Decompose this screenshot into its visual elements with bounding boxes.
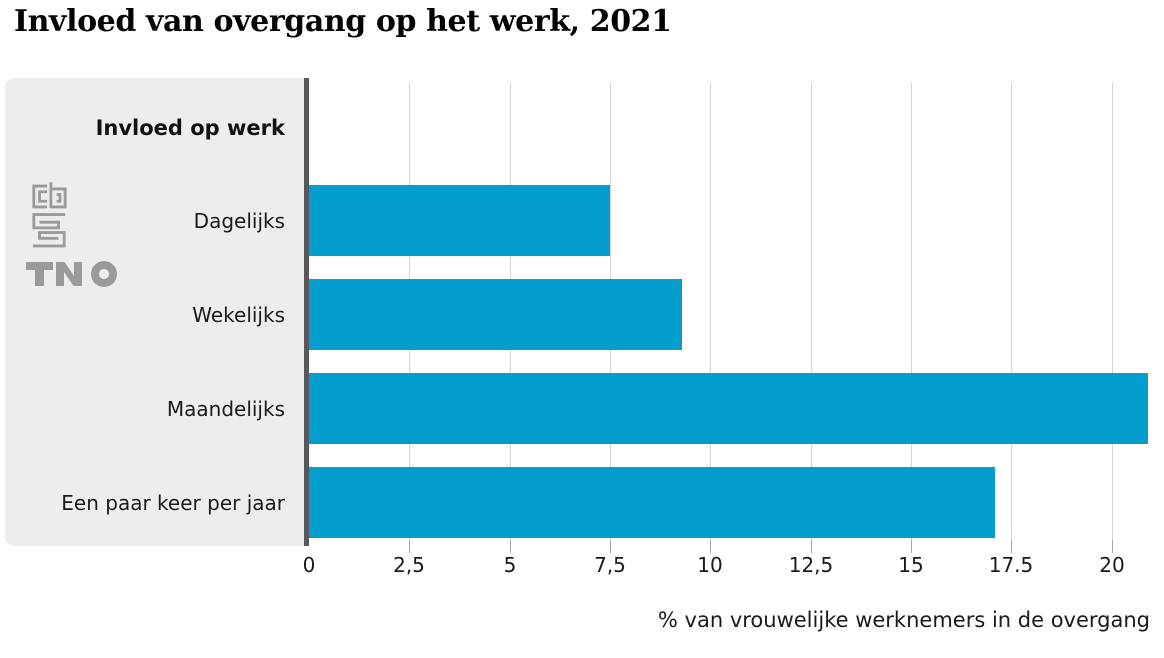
x-tick-label: 5: [503, 553, 517, 577]
plot-area: [309, 82, 1164, 553]
bar: [309, 467, 995, 538]
tno-logo-icon: [26, 261, 118, 287]
category-label: Wekelijks: [192, 303, 285, 327]
bar: [309, 279, 682, 350]
x-tick-label: 10: [697, 553, 723, 577]
x-axis-tick-mark: [710, 540, 711, 553]
x-axis-tick-labels: 0 2,5 5 7,5 10 12,5 15 17.5 20: [303, 553, 1164, 587]
x-tick-label: 0: [302, 553, 316, 577]
x-tick-label: 2,5: [393, 553, 425, 577]
x-axis-tick-mark: [510, 540, 511, 553]
chart-title: Invloed van overgang op het werk, 2021: [14, 4, 672, 39]
x-axis-tick-mark: [1011, 540, 1012, 553]
x-tick-label: 12,5: [788, 553, 834, 577]
x-tick-label: 17.5: [988, 553, 1034, 577]
gridline: [710, 82, 711, 546]
bar: [309, 373, 1148, 444]
x-axis-tick-mark: [811, 540, 812, 553]
legend-title: Invloed op werk: [95, 116, 285, 140]
gridline: [811, 82, 812, 546]
gridline: [1011, 82, 1012, 546]
gridline: [1112, 82, 1113, 546]
y-axis-line: [304, 78, 309, 546]
category-panel: Invloed op werk Dagelijks Wekelijks Maande…: [5, 78, 304, 546]
bar: [309, 185, 610, 256]
category-label: Dagelijks: [193, 209, 285, 233]
x-axis-tick-mark: [1112, 540, 1113, 553]
x-axis-tick-mark: [911, 540, 912, 553]
x-axis-tick-mark: [409, 540, 410, 553]
x-axis-tick-mark: [610, 540, 611, 553]
x-tick-label: 15: [898, 553, 924, 577]
x-axis-label: % van vrouwelijke werknemers in de overg…: [657, 608, 1150, 632]
x-tick-label: 20: [1099, 553, 1125, 577]
category-label: Maandelijks: [166, 397, 285, 421]
cbs-logo-icon: [32, 182, 67, 248]
x-tick-label: 7,5: [594, 553, 626, 577]
gridline: [911, 82, 912, 546]
category-label: Een paar keer per jaar: [61, 491, 285, 515]
